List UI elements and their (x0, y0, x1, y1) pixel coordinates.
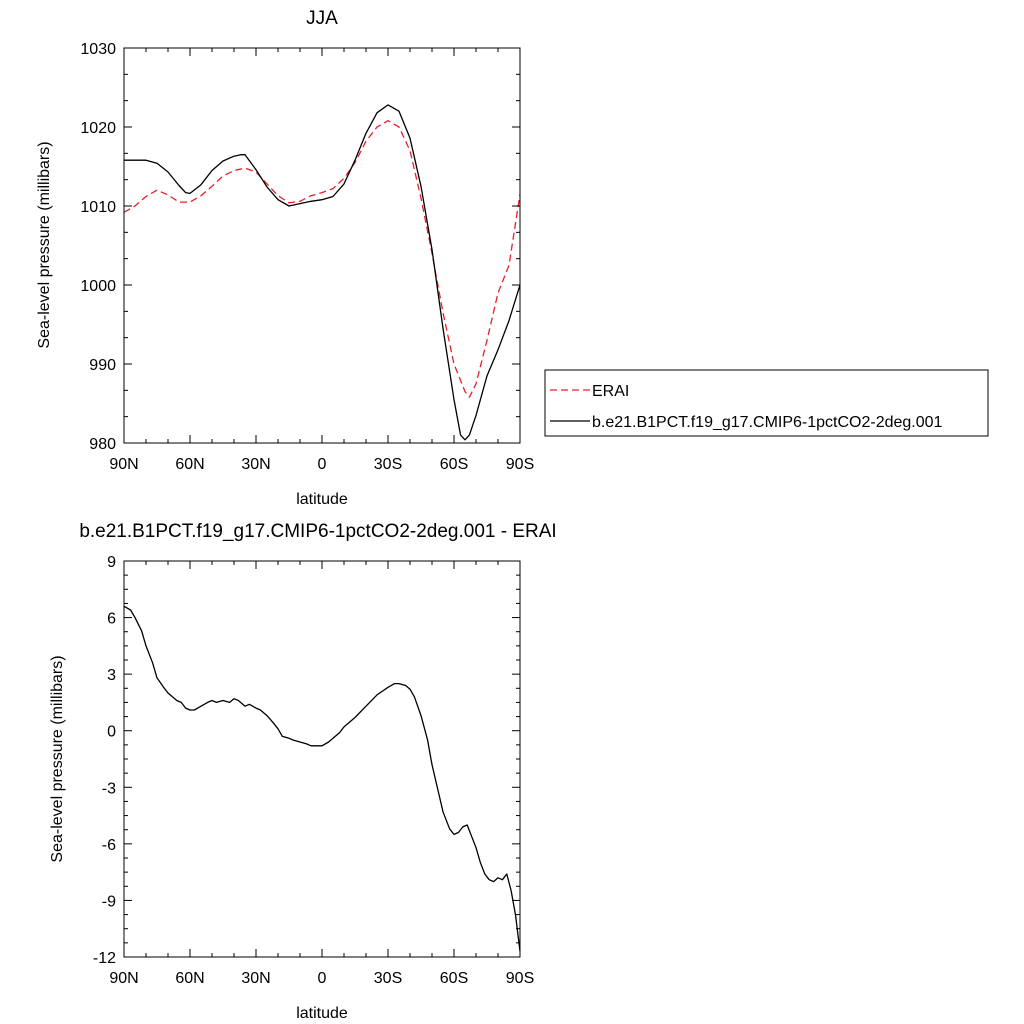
y-tick-label: 1000 (80, 278, 116, 295)
series-line-model (124, 104, 521, 441)
x-tick-label: 60N (175, 970, 204, 987)
x-axis-label: latitude (296, 1005, 348, 1022)
top-panel: JJA 90N 60N 30N 0 30S 60S 90S 980 990 1000 1010 102… (36, 8, 989, 508)
y-tick-label: 1030 (80, 41, 116, 58)
x-tick-label: 60S (440, 456, 468, 473)
y-tick-label: -9 (102, 893, 116, 910)
y-tick-label: -6 (102, 837, 116, 854)
x-tick-label: 90N (109, 456, 138, 473)
y-tick-label: 3 (107, 667, 116, 684)
y-tick-label: 0 (107, 724, 116, 741)
chart-title: b.e21.B1PCT.f19_g17.CMIP6-1pctCO2-2deg.0… (79, 521, 556, 542)
x-tick-label: 60N (175, 456, 204, 473)
x-tick-label: 60S (440, 970, 468, 987)
plot-frame (123, 47, 521, 444)
series-layer (123, 605, 521, 952)
plot-frame (123, 560, 521, 958)
bottom-panel: b.e21.B1PCT.f19_g17.CMIP6-1pctCO2-2deg.0… (49, 521, 557, 1022)
series-line-difference (123, 605, 521, 952)
y-tick-label: -3 (102, 780, 116, 797)
ticks-layer: 90N 60N 30N 0 30S 60S 90S -12 -9 -6 -3 0 3 6 9 (93, 554, 534, 987)
legend-label-model: b.e21.B1PCT.f19_g17.CMIP6-1pctCO2-2deg.0… (592, 414, 943, 431)
x-tick-label: 90S (506, 970, 534, 987)
y-tick-label: 9 (107, 554, 116, 571)
y-tick-label: 6 (107, 611, 116, 628)
y-axis-label: Sea-level pressure (millibars) (36, 141, 53, 348)
x-tick-label: 0 (318, 456, 327, 473)
legend-label-erai: ERAI (592, 383, 629, 400)
legend-box (544, 369, 989, 437)
x-tick-label: 90S (506, 456, 534, 473)
ticks-layer: 90N 60N 30N 0 30S 60S 90S 980 990 1000 1010 1020 103… (80, 41, 534, 473)
y-tick-label: -12 (93, 950, 116, 967)
x-tick-label: 30S (374, 970, 402, 987)
y-tick-label: 1010 (80, 199, 116, 216)
chart-title: JJA (306, 8, 338, 29)
series-layer (123, 104, 521, 441)
x-tick-label: 90N (109, 970, 138, 987)
y-tick-label: 980 (89, 436, 116, 453)
series-line-erai (123, 120, 521, 398)
x-tick-label: 30N (241, 456, 270, 473)
y-axis-label: Sea-level pressure (millibars) (49, 655, 66, 862)
x-tick-label: 0 (318, 970, 327, 987)
y-tick-label: 1020 (80, 120, 116, 137)
y-tick-label: 990 (89, 357, 116, 374)
x-axis-label: latitude (296, 491, 348, 508)
x-tick-label: 30N (241, 970, 270, 987)
x-tick-label: 30S (374, 456, 402, 473)
legend: ERAI b.e21.B1PCT.f19_g17.CMIP6-1pctCO2-2… (544, 369, 989, 437)
